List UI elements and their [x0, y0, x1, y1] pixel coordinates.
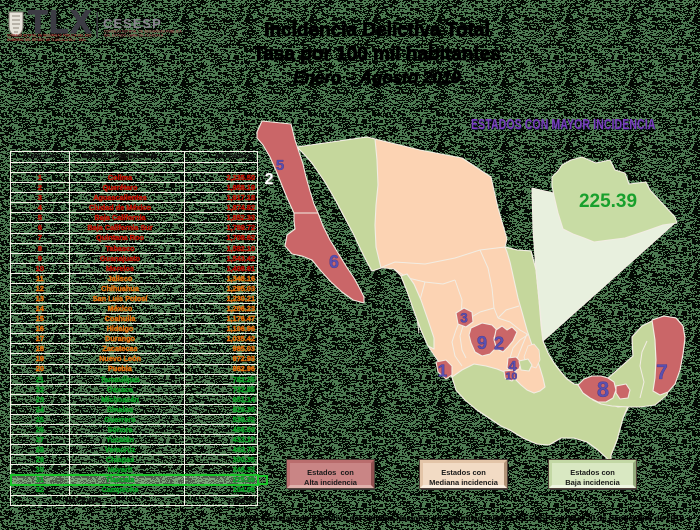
svg-text:3: 3: [460, 311, 468, 326]
svg-text:9: 9: [477, 332, 487, 353]
svg-text:10: 10: [506, 371, 518, 383]
svg-text:5: 5: [276, 157, 284, 174]
svg-text:1: 1: [438, 361, 448, 381]
svg-text:2: 2: [494, 333, 504, 354]
svg-text:2: 2: [265, 172, 274, 189]
svg-text:225.39: 225.39: [579, 191, 637, 212]
svg-text:6: 6: [329, 252, 339, 272]
svg-text:7: 7: [656, 361, 668, 384]
svg-text:4: 4: [508, 358, 517, 375]
svg-text:2: 2: [265, 171, 274, 188]
svg-text:8: 8: [597, 377, 609, 402]
